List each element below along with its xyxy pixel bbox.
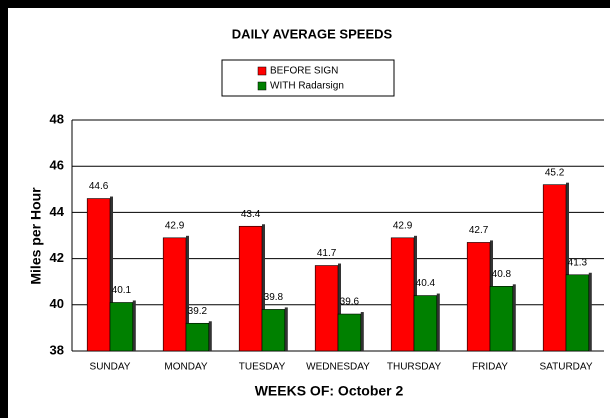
data-label: 39.6 (340, 297, 360, 308)
bar-side (588, 272, 592, 351)
bar-side (414, 235, 417, 351)
data-label: 40.4 (416, 278, 436, 289)
x-tick-label: TUESDAY (239, 362, 286, 373)
bar (238, 225, 263, 352)
y-tick-label: 44 (50, 204, 65, 219)
bar (109, 302, 134, 352)
bar-side (284, 307, 288, 351)
bar-side (360, 312, 364, 351)
y-tick-label: 42 (50, 250, 64, 265)
y-tick-label: 38 (50, 342, 64, 357)
data-label: 41.3 (568, 257, 588, 268)
x-tick-label: THURSDAY (387, 362, 442, 373)
bar-side (566, 182, 569, 351)
bar-side (512, 284, 516, 351)
data-label: 42.7 (469, 225, 489, 236)
bar-side (132, 300, 136, 351)
legend-swatch (257, 81, 267, 91)
bar (185, 322, 210, 352)
bar-side (262, 224, 265, 351)
legend-box (221, 59, 395, 97)
x-tick-label: MONDAY (164, 362, 207, 373)
bar (162, 237, 187, 352)
x-axis-label: WEEKS OF: October 2 (255, 383, 404, 399)
data-label: 41.7 (317, 248, 337, 259)
x-tick-label: SATURDAY (540, 362, 593, 373)
data-label: 44.6 (89, 181, 109, 192)
bar-side (338, 263, 341, 351)
x-tick-label: SUNDAY (90, 362, 131, 373)
bar-side (186, 235, 189, 351)
legend-label: WITH Radarsign (270, 81, 344, 92)
data-label: 40.1 (112, 285, 132, 296)
data-label: 45.2 (545, 167, 565, 178)
data-label: 39.8 (264, 292, 284, 303)
data-label: 39.2 (188, 306, 208, 317)
bar (466, 242, 491, 352)
bar (565, 274, 590, 352)
data-label: 43.4 (241, 209, 261, 220)
bar (489, 286, 514, 352)
y-tick-label: 48 (50, 111, 64, 126)
bar (542, 184, 567, 352)
x-tick-label: FRIDAY (472, 362, 508, 373)
bar (413, 295, 438, 352)
data-label: 40.8 (492, 269, 512, 280)
y-axis-label: Miles per Hour (28, 187, 44, 285)
data-label: 42.9 (165, 220, 185, 231)
y-tick-label: 40 (50, 296, 64, 311)
x-tick-label: WEDNESDAY (306, 362, 370, 373)
bar (314, 265, 339, 352)
chart-title: DAILY AVERAGE SPEEDS (232, 26, 393, 41)
bar-side (110, 196, 113, 351)
bar-side (208, 321, 212, 351)
bar (86, 198, 111, 352)
bar-side (436, 293, 440, 351)
legend-swatch (257, 66, 267, 76)
bar (261, 309, 286, 352)
legend-label: BEFORE SIGN (270, 66, 338, 77)
data-label: 42.9 (393, 220, 413, 231)
bar (337, 313, 362, 352)
bar (390, 237, 415, 352)
y-tick-label: 46 (50, 158, 64, 173)
